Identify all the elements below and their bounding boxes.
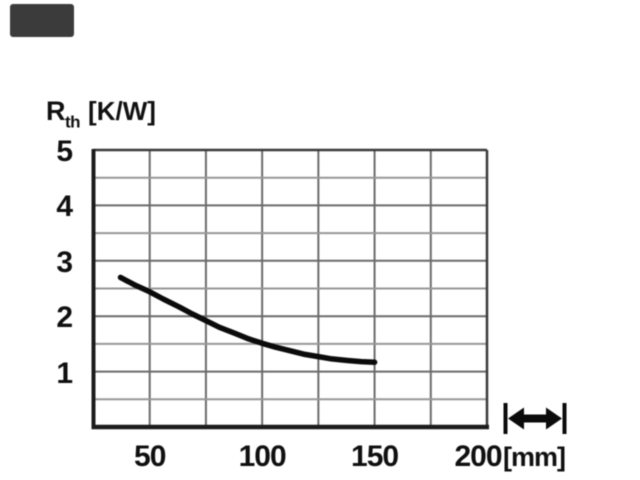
length-dimension-arrow-icon [503,403,567,434]
x-tick-label: 200 [454,440,502,473]
double-arrow-icon [508,407,562,430]
dimension-right-bar [562,403,567,434]
y-tick-label: 4 [56,190,73,224]
x-tick-label: 100 [238,440,287,473]
y-tick-label: 2 [56,301,73,335]
y-tick-label: 5 [56,135,73,168]
y-axis-title: Rth [K/W] [46,96,156,133]
y-tick-label: 3 [56,245,73,279]
x-tick-label: 50 [134,440,166,473]
y-axis-subscript: th [65,112,81,132]
x-tick-label: 150 [351,440,399,473]
y-tick-label: 1 [56,356,73,390]
y-axis-symbol: R [46,96,66,126]
x-axis-unit-label: [mm] [503,442,566,472]
corner-dark-block [10,4,74,37]
y-axis-units: [K/W] [88,96,156,126]
rth-curve [117,274,378,365]
dimension-left-bar [503,403,508,434]
